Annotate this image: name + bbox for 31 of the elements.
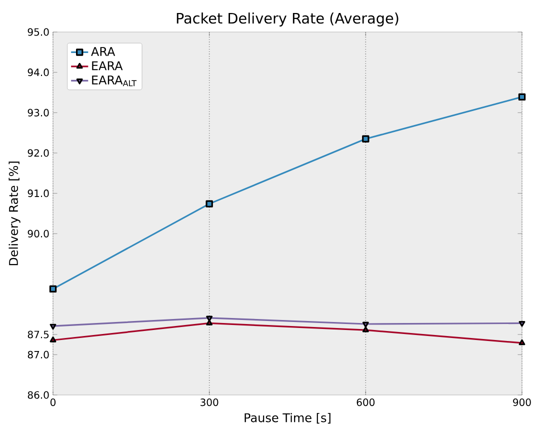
point <box>362 322 369 328</box>
x-tick-label: 900 <box>513 398 531 406</box>
y-tick-label: 86.0 <box>28 391 49 399</box>
y-tick-label: 93.0 <box>28 108 49 116</box>
y-tick-label: 87.0 <box>28 350 49 358</box>
legend-label: EARA$_{ALT}$ <box>92 76 137 86</box>
point <box>50 324 56 330</box>
point <box>362 326 369 332</box>
legend-label: ARA <box>91 47 116 56</box>
y-tick-label: 90.0 <box>28 230 49 238</box>
point <box>518 320 526 327</box>
point <box>206 320 213 326</box>
y-tick-label: 87.5 <box>28 330 49 338</box>
y-tick-label: 91.0 <box>28 190 49 198</box>
point <box>206 316 213 322</box>
point <box>518 93 526 101</box>
point <box>49 285 57 293</box>
x-tick-label: 300 <box>200 398 218 406</box>
y-tick-label: 95.0 <box>28 28 49 36</box>
x-tick-label: 600 <box>356 398 375 406</box>
y-tick-label: 94.0 <box>28 68 49 76</box>
point <box>206 200 213 208</box>
x-axis-title: Pause Time [s] <box>244 412 330 424</box>
point <box>362 135 370 142</box>
y-axis-title: Delivery Rate [%] <box>8 162 20 266</box>
x-tick-label: 0 <box>50 398 56 406</box>
y-tick-label: 92.0 <box>28 149 49 157</box>
point <box>50 336 56 342</box>
chart-title: Packet Delivery Rate (Average) <box>176 12 398 26</box>
legend-label: EARA <box>92 61 123 70</box>
point <box>518 339 526 346</box>
